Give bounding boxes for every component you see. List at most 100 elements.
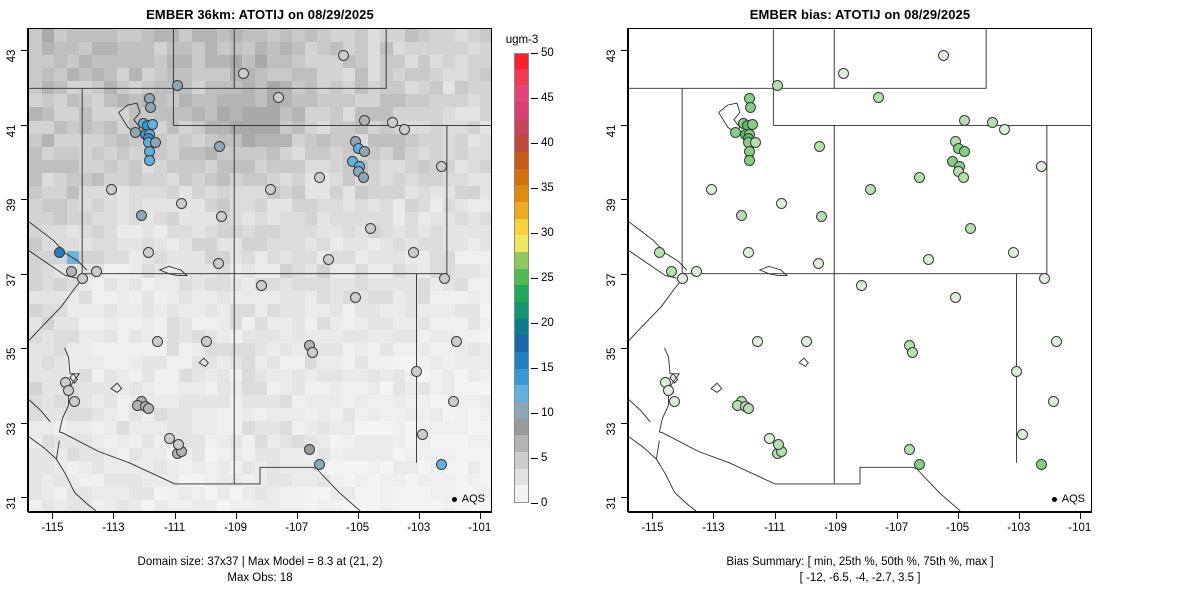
aqs-observation-point [313,459,325,471]
raster-cell [104,159,118,174]
aqs-observation-point [358,171,370,183]
raster-cell [342,94,356,109]
raster-cell [467,225,482,239]
raster-cell [329,382,344,396]
aqs-observation-point [66,265,78,277]
raster-cell [367,146,381,161]
aqs-observation-point [654,246,666,258]
raster-cell [79,290,93,305]
raster-cell [317,277,331,292]
raster-cell [417,107,431,122]
raster-cell [417,382,431,396]
raster-cell [455,199,469,213]
raster-cell [192,133,206,148]
raster-cell [467,68,482,82]
raster-cell [342,342,356,357]
raster-cell [179,303,193,318]
boundary-line [629,436,657,460]
raster-cell [242,264,256,279]
raster-cell [204,42,218,56]
raster-cell [292,212,306,226]
raster-cell [41,238,55,252]
aqs-observation-point [386,116,398,128]
raster-cell [66,185,80,200]
aqs-observation-point [264,183,276,195]
raster-cell [166,290,181,305]
raster-cell [279,107,293,122]
aqs-observation-point [398,124,410,136]
raster-cell [329,172,344,187]
x-tick [418,512,420,519]
raster-cell [467,107,482,122]
raster-cell [91,238,105,252]
raster-cell [29,172,43,187]
raster-cell [380,277,394,292]
raster-cell [192,277,206,292]
raster-cell [104,238,118,252]
boundary-line [834,29,987,89]
raster-cell [279,382,293,396]
raster-cell [91,251,105,266]
raster-cell [116,290,130,305]
raster-cell [455,146,469,161]
colorbar-segment [515,384,528,402]
raster-cell [179,42,193,56]
x-tick-label: -111 [763,522,786,534]
raster-cell [179,225,193,239]
boundary-line [682,29,774,89]
raster-cell [154,94,168,109]
raster-cell [229,421,243,436]
raster-cell [367,133,381,148]
raster-cell [154,421,168,436]
raster-cell [267,395,281,409]
raster-cell [367,356,381,370]
raster-cell [279,225,293,239]
colorbar-segment [515,368,528,386]
raster-cell [304,264,319,279]
raster-cell [116,225,130,239]
raster-cell [29,342,43,357]
raster-cell [405,316,419,331]
y-tick-label: 39 [606,198,618,212]
raster-cell [29,94,43,109]
raster-cell [116,120,130,135]
raster-cell [380,238,394,252]
raster-cell [179,29,193,43]
aqs-observation-point [1047,395,1059,407]
raster-cell [442,42,456,56]
raster-cell [166,120,181,135]
raster-cell [66,159,80,174]
raster-cell [254,395,268,409]
raster-cell [304,316,319,331]
raster-cell [116,382,130,396]
raster-cell [217,94,231,109]
raster-cell [292,185,306,200]
x-tick-label: -115 [41,522,64,534]
raster-cell [342,199,356,213]
raster-cell [41,212,55,226]
raster-cell [254,316,268,331]
raster-cell [54,172,68,187]
raster-cell [204,159,218,174]
raster-cell [480,29,491,43]
raster-cell [254,264,268,279]
raster-cell [455,81,469,95]
raster-cell [217,277,231,292]
raster-cell [41,290,55,305]
raster-cell [179,172,193,187]
raster-cell [242,42,256,56]
raster-cell [279,238,293,252]
raster-cell [229,277,243,292]
raster-cell [116,277,130,292]
raster-cell [430,225,444,239]
raster-cell [442,212,456,226]
raster-cell [467,146,482,161]
raster-cell [29,146,43,161]
raster-cell [355,264,369,279]
raster-cell [442,55,456,69]
raster-cell [342,316,356,331]
raster-cell [91,42,105,56]
raster-cell [292,133,306,148]
raster-cell [480,303,491,318]
raster-cell [141,369,155,383]
